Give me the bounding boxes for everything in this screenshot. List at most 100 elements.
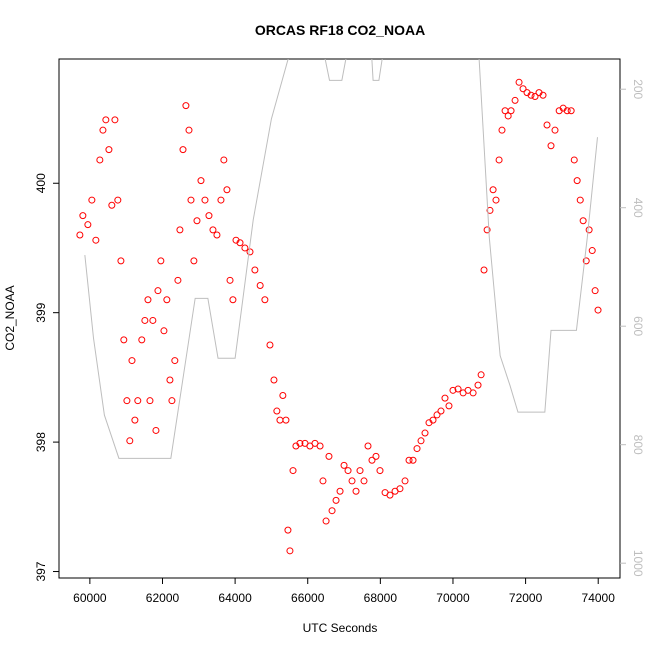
data-point bbox=[449, 386, 457, 394]
data-point bbox=[168, 397, 176, 405]
data-point bbox=[454, 385, 462, 393]
data-point bbox=[480, 266, 488, 274]
data-point bbox=[498, 126, 506, 134]
y-tick-label: 398 bbox=[34, 432, 48, 452]
data-point bbox=[261, 296, 269, 304]
data-point bbox=[543, 121, 551, 129]
data-point bbox=[445, 402, 453, 410]
data-point bbox=[405, 456, 413, 464]
data-point bbox=[226, 276, 234, 284]
data-point bbox=[296, 439, 304, 447]
data-point bbox=[205, 212, 213, 220]
x-tick-label: 64000 bbox=[218, 591, 252, 605]
data-point bbox=[421, 429, 429, 437]
data-point bbox=[386, 491, 394, 499]
data-point bbox=[209, 226, 217, 234]
data-point bbox=[332, 496, 340, 504]
data-point bbox=[328, 507, 336, 515]
data-point bbox=[515, 78, 523, 86]
data-point bbox=[340, 461, 348, 469]
data-point bbox=[279, 392, 287, 400]
data-point bbox=[182, 102, 190, 110]
plot-area bbox=[76, 59, 602, 555]
data-point bbox=[144, 296, 152, 304]
data-point bbox=[213, 231, 221, 239]
data-point bbox=[123, 397, 131, 405]
data-point bbox=[477, 371, 485, 379]
data-point bbox=[356, 467, 364, 475]
data-point bbox=[246, 248, 254, 256]
x-tick-label: 62000 bbox=[146, 591, 180, 605]
data-point bbox=[176, 226, 184, 234]
data-point bbox=[322, 517, 330, 525]
data-point bbox=[325, 452, 333, 460]
data-point bbox=[273, 407, 281, 415]
data-point bbox=[441, 394, 449, 402]
data-point bbox=[220, 156, 228, 164]
data-point bbox=[364, 442, 372, 450]
pressure-line bbox=[84, 59, 598, 459]
data-point bbox=[413, 445, 421, 453]
x-tick-label: 70000 bbox=[436, 591, 470, 605]
x-tick-label: 72000 bbox=[509, 591, 543, 605]
y2-tick-label: 400 bbox=[631, 198, 645, 218]
data-point bbox=[289, 467, 297, 475]
data-point bbox=[376, 467, 384, 475]
data-point bbox=[507, 107, 515, 115]
data-point bbox=[437, 407, 445, 415]
data-point bbox=[286, 547, 294, 555]
data-point bbox=[146, 397, 154, 405]
data-point bbox=[251, 266, 259, 274]
data-point bbox=[594, 306, 602, 314]
data-point bbox=[495, 156, 503, 164]
data-point bbox=[138, 336, 146, 344]
data-point bbox=[171, 357, 179, 365]
data-point bbox=[84, 221, 92, 229]
data-point bbox=[539, 91, 547, 99]
y-tick-label: 400 bbox=[34, 173, 48, 193]
data-point bbox=[433, 411, 441, 419]
data-point bbox=[372, 452, 380, 460]
data-point bbox=[486, 206, 494, 214]
data-point bbox=[108, 201, 116, 209]
data-point bbox=[284, 526, 292, 534]
data-point bbox=[241, 244, 249, 252]
data-point bbox=[504, 112, 512, 120]
data-point bbox=[547, 142, 555, 150]
data-point bbox=[582, 257, 590, 265]
data-point bbox=[236, 239, 244, 247]
y-axis-label: CO2_NOAA bbox=[3, 285, 17, 350]
data-point bbox=[567, 107, 575, 115]
data-point bbox=[179, 146, 187, 154]
data-point bbox=[266, 341, 274, 349]
data-point bbox=[190, 257, 198, 265]
data-point bbox=[551, 126, 559, 134]
x-axis-label: UTC Seconds bbox=[303, 621, 378, 635]
data-point bbox=[152, 426, 160, 434]
data-point bbox=[585, 226, 593, 234]
x-tick-label: 60000 bbox=[73, 591, 107, 605]
data-point bbox=[352, 487, 360, 495]
data-point bbox=[157, 257, 165, 265]
data-point bbox=[489, 186, 497, 194]
data-point bbox=[588, 247, 596, 255]
data-point bbox=[360, 477, 368, 485]
data-point bbox=[511, 96, 519, 104]
data-point bbox=[573, 177, 581, 185]
data-point bbox=[344, 467, 352, 475]
data-point bbox=[474, 381, 482, 389]
data-point bbox=[79, 212, 87, 220]
data-point bbox=[126, 437, 134, 445]
data-point bbox=[229, 296, 237, 304]
data-point bbox=[111, 116, 119, 124]
data-point bbox=[117, 257, 125, 265]
data-point bbox=[120, 336, 128, 344]
data-point bbox=[105, 146, 113, 154]
data-point bbox=[163, 296, 171, 304]
data-point bbox=[96, 156, 104, 164]
data-point bbox=[591, 287, 599, 295]
data-point bbox=[483, 226, 491, 234]
y2-tick-label: 800 bbox=[631, 435, 645, 455]
data-point bbox=[149, 316, 157, 324]
